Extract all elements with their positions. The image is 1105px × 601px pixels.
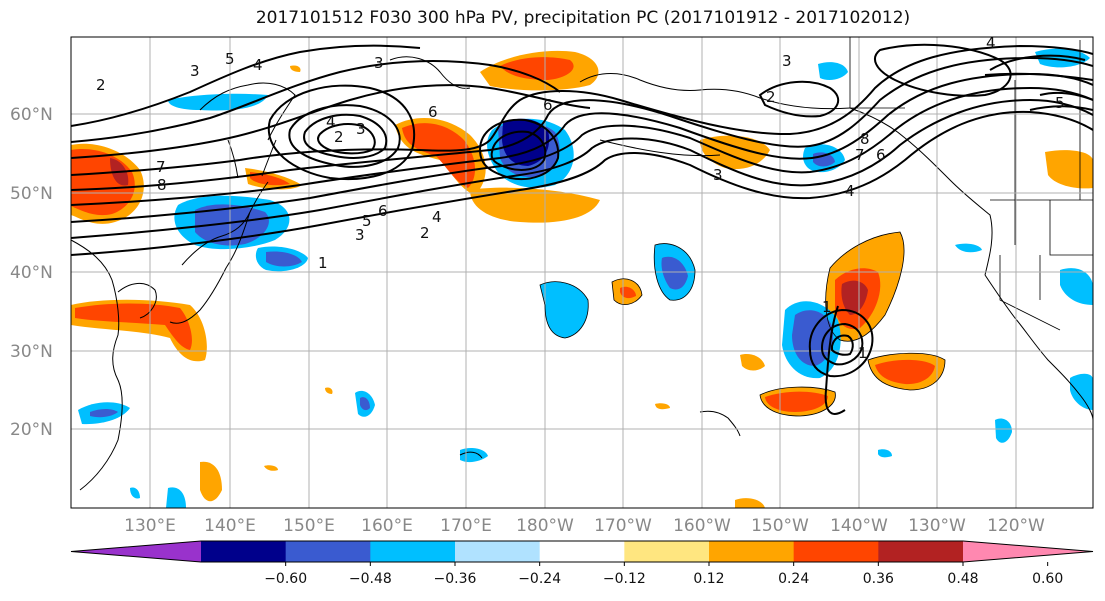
contour-label: 5 <box>225 50 235 68</box>
colorbar-tick-label: 0.12 <box>693 571 724 587</box>
colorbar-segment <box>709 541 795 562</box>
lat-label-30n: 30°N <box>10 342 53 362</box>
contour-label: 2 <box>420 224 430 242</box>
lon-label: 170°E <box>440 516 492 536</box>
contour-label: 3 <box>713 166 723 184</box>
colorbar-segment <box>201 541 287 562</box>
contour-label: 4 <box>432 208 442 226</box>
colorbar-segment <box>878 541 964 562</box>
contour-label: 3 <box>374 54 384 72</box>
contour-label: 4 <box>253 56 263 74</box>
colorbar-tick-label: −0.48 <box>349 571 392 587</box>
lon-label: 150°E <box>283 516 335 536</box>
contour-label: 2 <box>334 128 344 146</box>
contour-label: 1 <box>318 254 328 272</box>
contour-label: 6 <box>876 146 886 164</box>
colorbar-tick-label: −0.60 <box>264 571 307 587</box>
contour-label: 6 <box>428 103 438 121</box>
contour-label: 8 <box>860 130 870 148</box>
contour-label: 4 <box>986 34 996 52</box>
lat-label-40n: 40°N <box>10 263 53 283</box>
colorbar-outline <box>70 540 1094 563</box>
colorbar-extend-low <box>71 541 201 562</box>
contour-label: 5 <box>362 212 372 230</box>
contour-label: 3 <box>356 120 366 138</box>
contour-label: 2 <box>96 76 106 94</box>
pv-contours <box>71 43 1093 415</box>
colorbar-tick-label: −0.36 <box>434 571 477 587</box>
borders <box>849 37 1093 331</box>
colorbar-tick-labels: −0.60 −0.48 −0.36 −0.24 −0.12 0.12 0.24 0.36 0.4… <box>264 562 1063 587</box>
colorbar-segment <box>370 541 456 562</box>
longitude-labels: 130°E 140°E 150°E 160°E 170°E 180°W 170°… <box>124 516 1045 536</box>
lon-label: 120°W <box>987 516 1045 536</box>
contour-label: 2 <box>766 88 776 106</box>
map-frame <box>70 36 1094 509</box>
colorbar-segment <box>539 541 625 562</box>
contour-label: 3 <box>190 62 200 80</box>
colorbar <box>70 540 1094 563</box>
contour-label: 7 <box>156 158 166 176</box>
contour-label: 4 <box>326 113 336 131</box>
contour-label: 6 <box>543 96 553 114</box>
contour-label: 1 <box>822 298 832 316</box>
contour-label: 8 <box>157 176 167 194</box>
colorbar-tick-label: 0.48 <box>947 571 978 587</box>
precip-shading <box>71 48 1093 508</box>
colorbar-tick-label: 0.36 <box>863 571 894 587</box>
colorbar-tick-label: 0.60 <box>1032 571 1063 587</box>
lat-label-20n: 20°N <box>10 420 53 440</box>
contour-label: 5 <box>1055 94 1065 112</box>
lon-label: 150°W <box>751 516 809 536</box>
colorbar-segment <box>455 541 541 562</box>
contour-labels: 1 2 3 4 5 6 7 8 2 3 5 4 3 6 4 2 3 6 3 2 … <box>96 34 1065 362</box>
colorbar-tick-label: −0.24 <box>518 571 561 587</box>
lon-label: 130°W <box>908 516 966 536</box>
lon-label: 180°W <box>516 516 574 536</box>
lon-label: 160°W <box>673 516 731 536</box>
colorbar-tick-label: −0.12 <box>603 571 646 587</box>
lat-label-50n: 50°N <box>10 184 53 204</box>
contour-label: 7 <box>855 146 865 164</box>
latitude-labels: 60°N 50°N 40°N 30°N 20°N <box>10 105 53 440</box>
colorbar-segment <box>285 541 371 562</box>
lon-label: 140°E <box>204 516 256 536</box>
contour-label: 4 <box>845 182 855 200</box>
coastlines <box>71 56 1093 491</box>
lat-label-60n: 60°N <box>10 105 53 125</box>
map-title: 2017101512 F030 300 hPa PV, precipitatio… <box>255 8 911 28</box>
contour-label: 3 <box>355 226 365 244</box>
graticule <box>71 37 1093 508</box>
colorbar-segment <box>793 541 879 562</box>
colorbar-segment <box>624 541 710 562</box>
colorbar-extend-high <box>963 541 1093 562</box>
lon-label: 160°E <box>361 516 413 536</box>
precip-outlines <box>539 231 946 417</box>
lon-label: 140°W <box>830 516 888 536</box>
lon-label: 170°W <box>594 516 652 536</box>
colorbar-tick-label: 0.24 <box>778 571 809 587</box>
contour-label: 6 <box>378 202 388 220</box>
contour-label: 3 <box>782 52 792 70</box>
lon-label: 130°E <box>124 516 176 536</box>
contour-label: 1 <box>858 344 868 362</box>
